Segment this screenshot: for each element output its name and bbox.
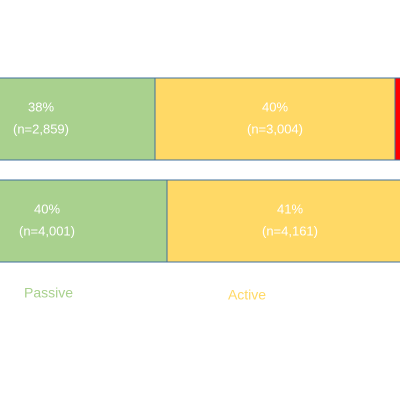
bar-segment bbox=[0, 179, 168, 263]
bar-segment bbox=[166, 179, 400, 263]
bar-segment bbox=[394, 77, 400, 161]
n-label: (n=3,004) bbox=[247, 121, 303, 136]
value-label: 41% bbox=[277, 201, 303, 216]
value-label: 38% bbox=[28, 99, 54, 114]
value-label: 40% bbox=[34, 201, 60, 216]
n-label: (n=4,001) bbox=[19, 223, 75, 238]
legend-label: Passive bbox=[24, 285, 73, 301]
value-label: 40% bbox=[262, 99, 288, 114]
legend-label: Active bbox=[228, 287, 266, 303]
n-label: (n=2,859) bbox=[13, 121, 69, 136]
bar-segment bbox=[154, 77, 396, 161]
n-label: (n=4,161) bbox=[262, 223, 318, 238]
bar-segment bbox=[0, 77, 156, 161]
